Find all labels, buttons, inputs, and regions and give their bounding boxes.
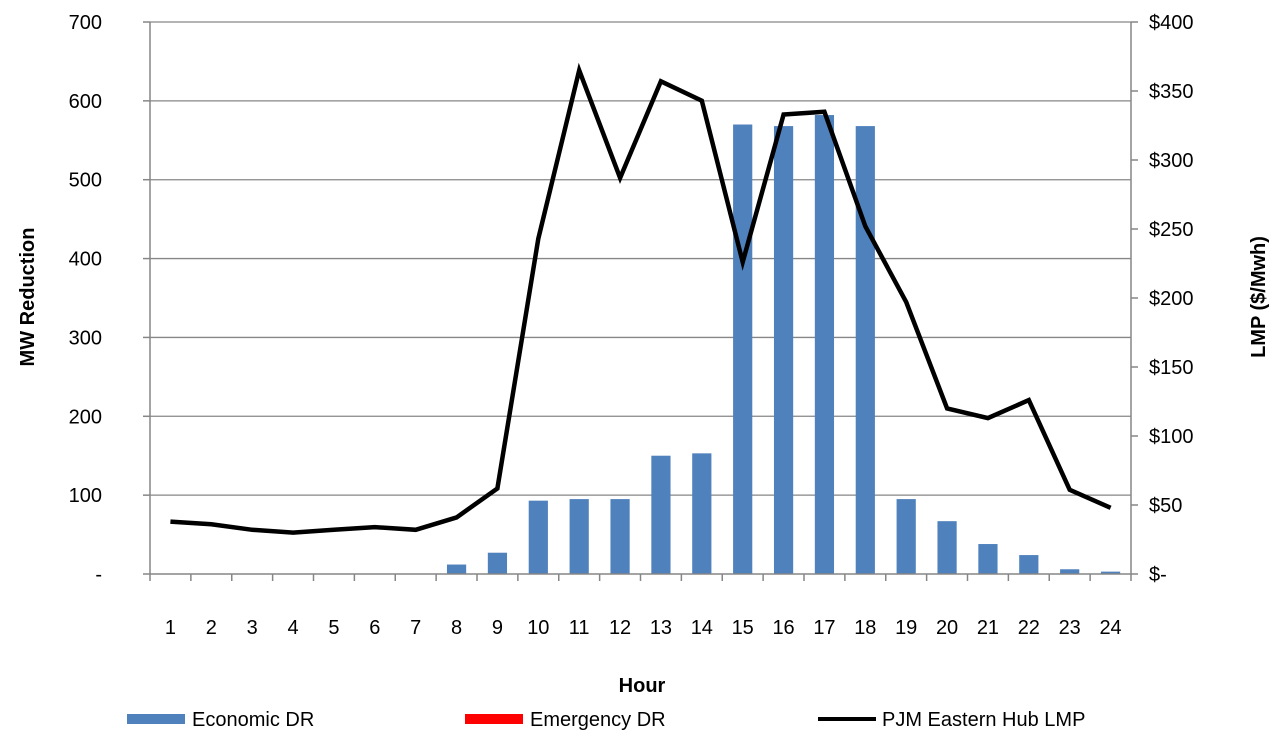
x-tick-label: 13 — [650, 617, 672, 639]
left-axis-title: MW Reduction — [17, 228, 39, 367]
line-lmp — [170, 62, 1112, 535]
legend-label-lmp: PJM Eastern Hub LMP — [882, 709, 1085, 731]
x-tick-label: 23 — [1059, 617, 1081, 639]
x-tick-label: 11 — [569, 617, 590, 639]
legend-label-emergency-dr: Emergency DR — [530, 709, 666, 731]
bar-economic-dr — [610, 499, 630, 574]
left-tick-label: 500 — [69, 170, 102, 192]
bar-economic-dr — [446, 564, 467, 574]
right-tick-label: $350 — [1149, 81, 1194, 103]
x-tick-label: 15 — [732, 617, 754, 639]
x-tick-label: 10 — [527, 617, 549, 639]
x-tick-label: 4 — [288, 617, 299, 639]
left-tick-label: - — [95, 564, 102, 586]
line-series — [170, 62, 1112, 535]
legend-item-lmp: PJM Eastern Hub LMP — [818, 709, 1085, 731]
bar-economic-dr — [896, 499, 916, 574]
x-tick-label: 17 — [813, 617, 835, 639]
x-tick-label: 22 — [1018, 617, 1040, 639]
bar-economic-dr — [814, 115, 835, 575]
legend-swatch-emergency-dr — [465, 714, 523, 724]
right-tick-label: $250 — [1149, 219, 1194, 241]
bar-economic-dr — [692, 453, 712, 574]
left-tick-label: 400 — [69, 249, 102, 271]
right-tick-label: $- — [1149, 564, 1167, 586]
x-tick-label: 1 — [165, 617, 176, 639]
bar-economic-dr — [1019, 555, 1039, 574]
bar-economic-dr — [569, 499, 589, 574]
x-tick-label: 3 — [247, 617, 258, 639]
legend-item-emergency-dr: Emergency DR — [465, 709, 666, 731]
bar-economic-dr — [773, 126, 794, 574]
x-tick-label: 6 — [369, 617, 380, 639]
left-tick-label: 100 — [69, 485, 102, 507]
right-tick-label: $400 — [1149, 12, 1194, 34]
right-tick-label: $150 — [1149, 357, 1194, 379]
legend-item-economic-dr: Economic DR — [127, 709, 314, 731]
x-tick-label: 12 — [609, 617, 631, 639]
x-tick-label: 21 — [977, 617, 999, 639]
x-tick-label: 18 — [854, 617, 876, 639]
axis-ticks: - 100 200 300 400 500 600 700 $- $50 $100 $150 $200 $… — [69, 12, 1194, 639]
legend: Economic DR Emergency DR PJM Eastern Hub… — [127, 709, 1085, 731]
bar-economic-dr — [733, 124, 753, 574]
bar-economic-dr — [651, 455, 671, 574]
bar-economic-dr — [1100, 571, 1121, 574]
x-tick-label: 9 — [492, 617, 503, 639]
axes — [149, 22, 1132, 575]
left-tick-label: 300 — [69, 327, 102, 349]
x-axis-title: Hour — [619, 675, 666, 697]
x-tick-label: 19 — [895, 617, 917, 639]
x-tick-label: 24 — [1099, 617, 1121, 639]
x-tick-label: 16 — [772, 617, 794, 639]
x-tick-label: 20 — [936, 617, 958, 639]
x-tick-label: 14 — [691, 617, 713, 639]
bar-economic-dr — [528, 500, 548, 574]
left-tick-label: 200 — [69, 406, 102, 428]
right-tick-label: $100 — [1149, 426, 1194, 448]
left-tick-label: 600 — [69, 91, 102, 113]
legend-swatch-economic-dr — [127, 714, 185, 724]
gridlines — [150, 21, 1131, 496]
bar-economic-dr — [487, 552, 508, 574]
x-tick-label: 7 — [410, 617, 421, 639]
bar-economic-dr — [978, 544, 998, 574]
bar-economic-dr — [855, 126, 875, 574]
bar-economic-dr — [937, 521, 957, 574]
right-tick-label: $300 — [1149, 150, 1194, 172]
bar-economic-dr — [1060, 569, 1080, 574]
bar-series — [446, 115, 1121, 575]
x-tick-label: 2 — [206, 617, 217, 639]
x-tick-label: 8 — [451, 617, 462, 639]
right-axis-title: LMP ($/Mwh) — [1248, 236, 1270, 358]
left-tick-label: 700 — [69, 12, 102, 34]
legend-label-economic-dr: Economic DR — [192, 709, 314, 731]
x-tick-label: 5 — [328, 617, 339, 639]
right-tick-label: $200 — [1149, 288, 1194, 310]
right-tick-label: $50 — [1149, 495, 1182, 517]
